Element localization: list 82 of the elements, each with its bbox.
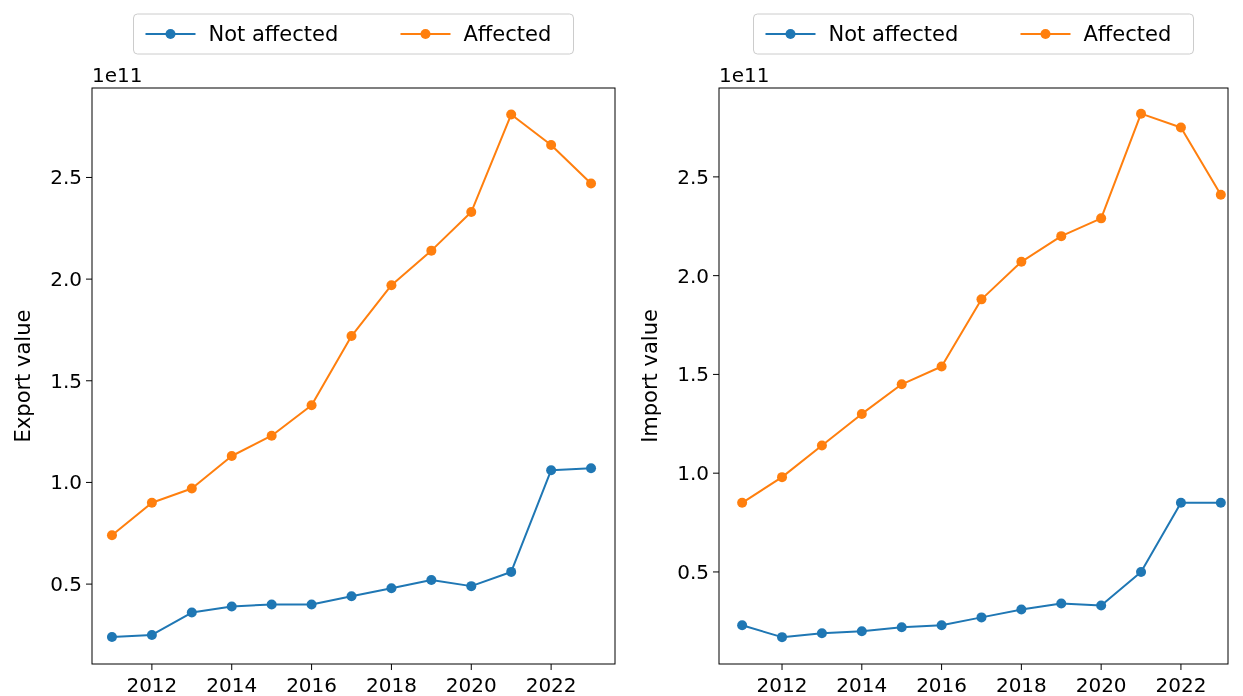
point xyxy=(1096,213,1107,224)
point xyxy=(226,451,237,462)
x-tick-label: 2012 xyxy=(756,673,808,696)
point xyxy=(146,629,157,640)
point xyxy=(896,622,907,633)
y-tick-label: 1.0 xyxy=(50,470,82,495)
x-tick-label: 2022 xyxy=(525,673,577,696)
text: 1e11 xyxy=(92,63,143,87)
point xyxy=(106,631,117,642)
x-tick-label: 2020 xyxy=(445,673,497,696)
point xyxy=(1096,600,1107,611)
x-tick-label: 2012 xyxy=(126,673,178,696)
x-tick-label: 2018 xyxy=(995,673,1047,696)
point xyxy=(1016,604,1027,615)
point xyxy=(386,583,397,594)
point xyxy=(506,566,517,577)
y-axis-title: Export value xyxy=(11,309,35,443)
point xyxy=(1215,497,1226,508)
point xyxy=(1175,497,1186,508)
point xyxy=(266,430,277,441)
point xyxy=(936,620,947,631)
y-tick-label: 2.0 xyxy=(50,267,82,292)
point xyxy=(1136,108,1147,119)
point xyxy=(266,599,277,610)
x-tick-label: 2022 xyxy=(1155,673,1207,696)
y-tick-label: 1.5 xyxy=(677,362,709,387)
point xyxy=(306,599,317,610)
point xyxy=(466,207,477,218)
y-tick-label: 2.5 xyxy=(677,164,709,189)
legend-label: Not affected xyxy=(208,22,339,47)
point xyxy=(426,575,437,586)
x-tick-label: 2016 xyxy=(916,673,968,696)
point xyxy=(106,530,117,541)
point xyxy=(586,463,597,474)
point xyxy=(1215,189,1226,200)
y-tick-label: 1.0 xyxy=(677,461,709,486)
y-tick-label: 1.5 xyxy=(50,368,82,393)
x-tick-label: 2014 xyxy=(206,673,258,696)
point xyxy=(737,620,748,631)
y-tick-label: 2.0 xyxy=(677,263,709,288)
point xyxy=(1016,256,1027,267)
point xyxy=(976,294,987,305)
point xyxy=(1136,566,1147,577)
point xyxy=(1056,598,1067,609)
x-tick-label: 2020 xyxy=(1075,673,1127,696)
point xyxy=(466,581,477,592)
point xyxy=(426,245,437,256)
point xyxy=(816,440,827,451)
point xyxy=(856,626,867,637)
point xyxy=(146,497,157,508)
legend-label: Affected xyxy=(463,22,552,47)
point xyxy=(856,408,867,419)
y-tick-label: 0.5 xyxy=(50,572,82,597)
legend-label: Not affected xyxy=(828,22,959,47)
point xyxy=(777,472,788,483)
point xyxy=(1175,122,1186,133)
point xyxy=(586,178,597,189)
x-tick-label: 2018 xyxy=(365,673,417,696)
legend-label: Affected xyxy=(1083,22,1172,47)
x-tick-label: 2014 xyxy=(836,673,888,696)
y-tick-label: 2.5 xyxy=(50,165,82,190)
point xyxy=(306,400,317,411)
point xyxy=(346,591,357,602)
point xyxy=(386,280,397,291)
point xyxy=(346,331,357,342)
point xyxy=(546,465,557,476)
point xyxy=(186,483,197,494)
point xyxy=(976,612,987,623)
x-tick-label: 2016 xyxy=(286,673,338,696)
point xyxy=(186,607,197,618)
point xyxy=(777,632,788,643)
point xyxy=(546,139,557,150)
text: 1e11 xyxy=(719,63,770,87)
point xyxy=(816,628,827,639)
point xyxy=(1056,231,1067,242)
point xyxy=(936,361,947,372)
y-tick-label: 0.5 xyxy=(677,559,709,584)
point xyxy=(226,601,237,612)
point xyxy=(737,497,748,508)
point xyxy=(896,379,907,390)
point xyxy=(506,109,517,120)
y-axis-title: Import value xyxy=(638,309,662,443)
